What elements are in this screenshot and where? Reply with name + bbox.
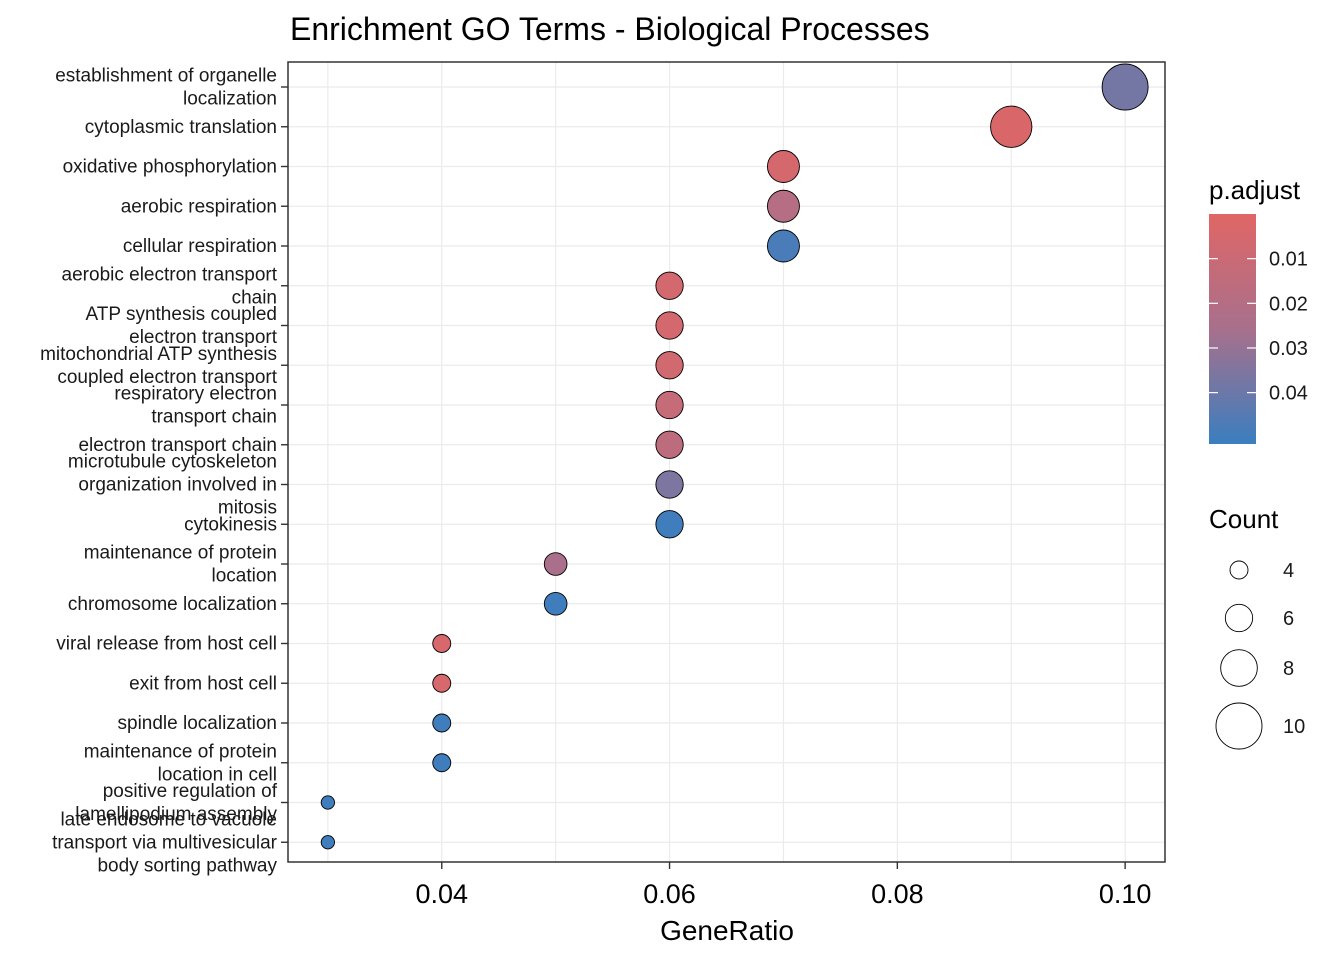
plot-panel-border: [287, 61, 1166, 863]
x-tick-label: 0.10: [1099, 879, 1152, 909]
color-legend-label: 0.04: [1269, 383, 1308, 405]
y-tick-label: exit from host cell: [129, 673, 277, 694]
data-point: [766, 229, 800, 263]
data-point: [766, 189, 800, 223]
x-axis-title: GeneRatio: [660, 915, 794, 946]
size-legend: Count 4 6 8 10: [1209, 504, 1305, 750]
y-tick-label: viral release from host cell: [56, 634, 277, 655]
data-point: [655, 430, 684, 459]
y-axis: establishment of organelle localization cy…: [40, 66, 288, 876]
grid: [288, 62, 1165, 862]
data-point: [320, 835, 335, 850]
data-point: [655, 510, 684, 539]
y-tick-label: microtubule cytoskeleton organization inv…: [68, 452, 277, 519]
y-tick-label: establishment of organelle localization: [55, 66, 277, 110]
color-legend-label: 0.01: [1269, 249, 1308, 271]
data-point: [990, 105, 1033, 148]
size-legend-key: [1224, 603, 1254, 633]
y-tick-label: aerobic electron transport chain: [62, 264, 278, 308]
data-point: [655, 311, 684, 340]
y-tick-label: respiratory electron transport chain: [114, 384, 277, 428]
y-tick-label: chromosome localization: [68, 594, 277, 615]
data-point: [432, 634, 452, 653]
data-point: [432, 753, 452, 773]
y-tick-label: aerobic respiration: [121, 196, 277, 217]
data-point: [655, 390, 684, 420]
size-legend-label: 10: [1283, 716, 1305, 738]
data-points: [320, 63, 1149, 850]
color-legend-bar: [1209, 214, 1256, 444]
data-point: [543, 552, 568, 576]
size-legend-title: Count: [1209, 504, 1279, 534]
y-tick-label: cytokinesis: [184, 514, 277, 535]
data-point: [655, 271, 684, 300]
color-legend: p.adjust 0.01 0.02 0.03 0.04: [1209, 175, 1308, 444]
y-tick-label: spindle localization: [118, 713, 278, 734]
data-point: [320, 795, 335, 810]
y-tick-label: maintenance of protein location in cell: [84, 741, 277, 785]
size-legend-key: [1220, 649, 1258, 687]
data-point: [432, 673, 452, 693]
color-legend-title: p.adjust: [1209, 175, 1301, 205]
y-tick-label: positive regulation of lamellipodium asse…: [75, 781, 277, 825]
x-tick-label: 0.06: [643, 879, 696, 909]
color-legend-label: 0.03: [1269, 338, 1308, 360]
size-legend-label: 8: [1283, 658, 1294, 680]
y-tick-label: cellular respiration: [123, 236, 277, 257]
data-point: [655, 470, 684, 499]
y-tick-label: maintenance of protein location: [84, 543, 277, 587]
x-tick-label: 0.04: [415, 879, 468, 909]
chart-title: Enrichment GO Terms - Biological Process…: [290, 11, 930, 47]
y-tick-label: mitochondrial ATP synthesis coupled elect…: [40, 344, 278, 388]
y-tick-label: late endosome to vacuole transport via mu…: [52, 809, 278, 876]
data-point: [1101, 63, 1149, 111]
y-tick-label: ATP synthesis coupled electron transport: [85, 304, 277, 348]
y-tick-label: oxidative phosphorylation: [63, 157, 277, 178]
data-point: [543, 591, 568, 616]
y-tick-label: cytoplasmic translation: [85, 117, 277, 138]
x-tick-label: 0.08: [871, 879, 924, 909]
x-axis: 0.04 0.06 0.08 0.10: [415, 862, 1151, 909]
color-legend-label: 0.02: [1269, 293, 1308, 315]
size-legend-label: 6: [1283, 608, 1294, 630]
data-point: [766, 150, 800, 183]
size-legend-key: [1215, 702, 1263, 750]
size-legend-key: [1229, 560, 1249, 580]
data-point: [432, 713, 452, 733]
size-legend-label: 4: [1283, 560, 1294, 582]
data-point: [655, 351, 684, 380]
y-tick-label: electron transport chain: [78, 435, 277, 456]
